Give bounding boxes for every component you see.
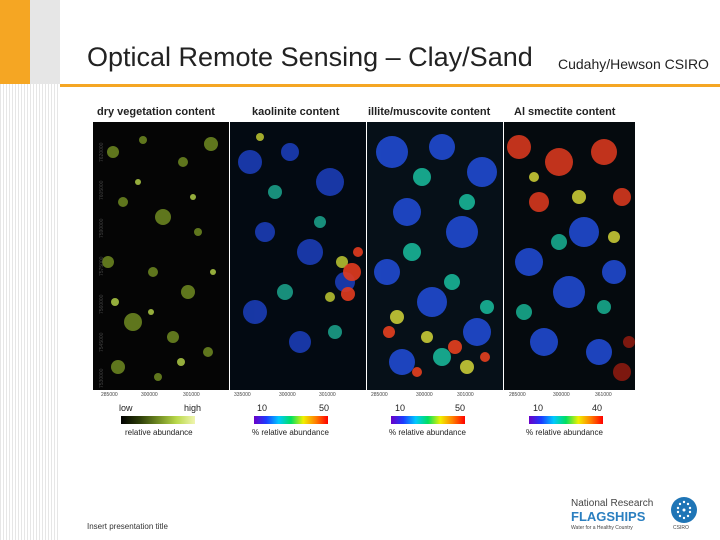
kaolinite-map — [230, 122, 366, 390]
panel-kaolinite — [230, 122, 366, 390]
x-tick: 335000 — [234, 392, 251, 398]
illite-muscovite-map — [367, 122, 503, 390]
panel-illite-muscovite — [367, 122, 503, 390]
legend-high-label: 50 — [319, 403, 330, 413]
slide-title: Optical Remote Sensing – Clay/Sand — [87, 42, 533, 72]
x-tick: 361000 — [595, 392, 612, 398]
legend-caption: relative abundance — [125, 428, 193, 437]
dry-vegetation-map — [93, 122, 229, 390]
panel-title-illite-muscovite: illite/muscovite content — [368, 106, 491, 118]
x-tick: 300000 — [279, 392, 296, 398]
slide-credit: Cudahy/Hewson CSIRO — [558, 56, 709, 72]
x-tick: 300000 — [553, 392, 570, 398]
flagships-logo: National Research FLAGSHIPS Water for a … — [565, 494, 705, 536]
x-tick: 300000 — [416, 392, 433, 398]
x-tick: 300000 — [141, 392, 158, 398]
y-tick: 7560000 — [99, 294, 105, 314]
gray-band — [30, 0, 60, 84]
logo-line-flagships: FLAGSHIPS — [571, 509, 646, 524]
logo-mark-label: CSIRO — [673, 525, 689, 531]
presentation-title-footer: Insert presentation title — [87, 522, 168, 531]
y-tick: 7620000 — [99, 142, 105, 162]
legend-colorbar-dry-vegetation — [121, 416, 195, 424]
title-bar — [60, 0, 720, 84]
logo-line-national-research: National Research — [571, 498, 654, 509]
y-tick: 7605000 — [99, 180, 105, 200]
x-tick: 285000 — [509, 392, 526, 398]
legend-caption: % relative abundance — [252, 428, 329, 437]
logo-line-tagline: Water for a Healthy Country — [571, 525, 633, 531]
legend-high-label: 50 — [455, 403, 466, 413]
csiro-logo-icon — [671, 497, 697, 523]
panel-al-smectite — [504, 122, 635, 390]
legend-low-label: 10 — [533, 403, 544, 413]
al-smectite-map — [504, 122, 635, 390]
remote-sensing-figure: dry vegetation content 7620000 7605000 7… — [79, 100, 635, 440]
legend-low-label: 10 — [257, 403, 268, 413]
y-tick: 7575000 — [99, 256, 105, 276]
legend-colorbar-kaolinite — [254, 416, 328, 424]
legend-caption: % relative abundance — [389, 428, 466, 437]
x-tick: 301000 — [319, 392, 336, 398]
legend-colorbar-al-smectite — [529, 416, 603, 424]
legend-low-label: 10 — [395, 403, 406, 413]
x-tick: 301000 — [183, 392, 200, 398]
panel-dry-vegetation: 7620000 7605000 7590000 7575000 7560000 … — [93, 122, 229, 390]
legend-colorbar-illite-muscovite — [391, 416, 465, 424]
legend-low-label: low — [119, 403, 133, 413]
panel-title-kaolinite: kaolinite content — [252, 106, 340, 118]
panel-title-dry-vegetation: dry vegetation content — [97, 106, 215, 118]
legend-caption: % relative abundance — [526, 428, 603, 437]
y-tick: 7530000 — [99, 368, 105, 388]
legend-high-label: 40 — [592, 403, 603, 413]
legend-high-label: high — [184, 403, 202, 413]
y-tick: 7545000 — [99, 332, 105, 352]
x-tick: 285000 — [371, 392, 388, 398]
x-tick: 285000 — [101, 392, 118, 398]
striped-margin — [0, 84, 60, 540]
x-tick: 301000 — [457, 392, 474, 398]
y-tick: 7590000 — [99, 218, 105, 238]
panel-title-al-smectite: Al smectite content — [514, 106, 616, 118]
accent-band — [0, 0, 30, 84]
title-rule — [60, 84, 720, 87]
